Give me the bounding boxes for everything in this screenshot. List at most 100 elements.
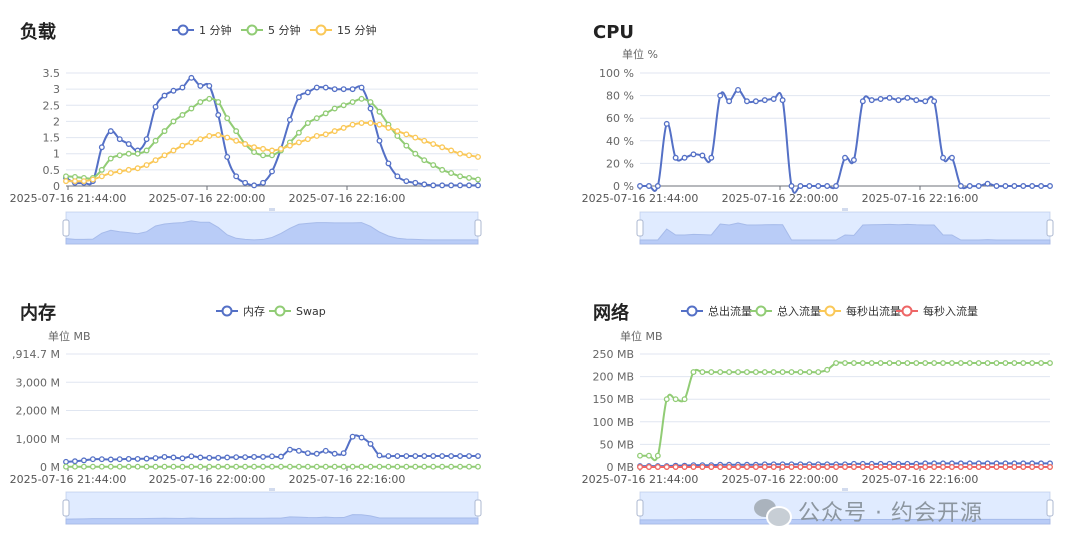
data-point [708,154,715,161]
data-point [170,147,177,154]
data-point [922,464,929,470]
slider-right-handle[interactable] [474,499,482,517]
data-point [895,360,902,366]
data-point [993,464,1000,470]
memory-legend-1[interactable]: Swap [269,305,326,318]
data-point [842,154,848,161]
legend-label: Swap [296,305,326,318]
y-tick-label: 0 M [40,461,60,474]
data-point [367,105,374,112]
data-point [475,176,481,183]
slider-preview-area [65,514,479,525]
load-legend-2[interactable]: 15 分钟 [310,23,377,37]
data-point [1038,183,1045,189]
data-point [466,463,472,470]
data-point [179,142,186,149]
cpu-unit-label: 单位 % [622,47,658,61]
data-point [868,464,875,470]
network-datazoom-slider[interactable] [636,488,1054,525]
data-point [457,453,464,459]
data-point [708,369,715,376]
data-point [403,463,410,470]
data-point [304,89,311,96]
data-point [367,463,374,470]
data-point [251,144,258,151]
data-point [439,463,446,470]
slider-right-handle[interactable] [1046,499,1054,517]
cpu-panel: CPU 单位 % 0 % 20 % 40 % 60 % 80 % 100 % 2025-07-1… [582,22,1054,245]
data-point [152,137,159,144]
data-point [170,454,177,461]
data-point [80,178,87,185]
data-point [770,369,777,376]
data-point [242,179,249,186]
load-legend-1[interactable]: 5 分钟 [241,23,301,37]
slider-left-handle[interactable] [62,499,70,517]
network-legend-3[interactable]: 每秒入流量 [896,304,978,318]
data-point [331,128,338,135]
data-point [98,166,105,173]
memory-legend-0[interactable]: 内存 [216,304,265,318]
data-point [403,142,410,149]
data-point [735,86,741,93]
slider-move-handle[interactable] [269,488,275,491]
data-point [152,157,159,164]
data-point [681,464,688,470]
data-point [430,463,437,470]
data-point [637,464,643,470]
data-point [654,183,661,189]
data-point [913,360,920,366]
data-point [717,92,724,99]
data-point [224,153,231,160]
data-point [224,454,231,461]
data-point [672,396,679,403]
slider-right-handle[interactable] [1046,219,1054,237]
data-point [993,183,1000,189]
load-datazoom-slider[interactable] [62,208,482,245]
data-point [170,118,177,125]
cpu-datazoom-slider[interactable] [636,208,1054,245]
data-point [806,183,813,189]
y-tick-label: 0.5 [43,164,61,177]
data-point [188,139,195,146]
data-point [376,137,383,144]
data-point [63,463,69,470]
memory-datazoom-slider[interactable] [62,488,482,525]
slider-right-handle[interactable] [474,219,482,237]
slider-left-handle[interactable] [636,219,644,237]
data-point [1002,464,1009,470]
data-point [107,456,114,463]
data-point [278,463,284,470]
data-point [457,173,464,180]
data-point [412,453,419,459]
network-legend-0[interactable]: 总出流量 [681,304,752,318]
slider-left-handle[interactable] [62,219,70,237]
y-tick-label: 250 MB [592,348,634,361]
slider-left-handle[interactable] [636,499,644,517]
slider-move-handle[interactable] [842,488,848,491]
data-point [744,464,750,470]
data-point [385,160,392,167]
data-point [466,182,472,189]
data-point [770,96,777,102]
data-point [152,103,159,110]
wechat-icon [752,497,792,528]
data-point [699,152,706,159]
legend-marker [274,305,286,317]
data-point [215,99,222,106]
slider-move-handle[interactable] [269,208,275,211]
network-legend-2[interactable]: 每秒出流量 [819,304,901,318]
data-point [197,463,204,470]
data-point [1029,183,1036,189]
y-tick-label: 3.5 [43,67,61,80]
data-point [376,463,383,470]
data-point [1020,183,1027,189]
load-legend-0[interactable]: 1 分钟 [172,23,232,37]
slider-move-handle[interactable] [842,208,848,211]
y-tick-label: 0 % [613,180,634,193]
data-point [806,464,813,470]
data-point [940,464,946,470]
network-legend-1[interactable]: 总入流量 [750,304,821,318]
data-point [251,453,258,460]
data-point [197,99,204,106]
